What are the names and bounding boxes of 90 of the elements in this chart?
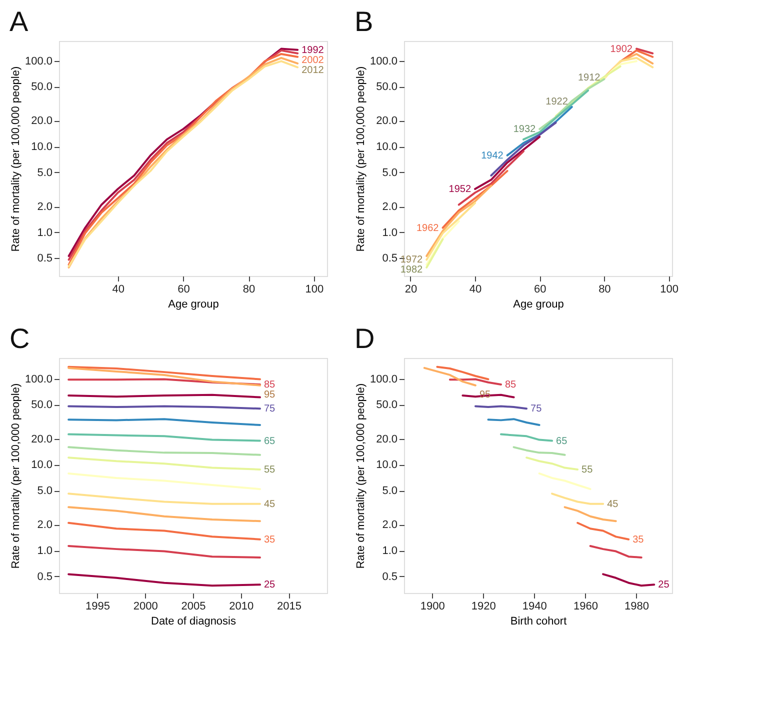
annotation: 1902 [610,44,633,55]
y-tick-label: 10.0 [31,141,52,154]
x-tick-label: 40 [112,284,124,296]
annotation: 85 [264,379,276,390]
x-tick-label: 1900 [420,600,445,612]
annotation: 1952 [448,184,472,196]
annotation: 25 [264,580,276,591]
chart-title: D [354,323,375,354]
annotation: 1962 [416,222,440,234]
y-tick-label: 0.5 [382,570,398,583]
x-tick-label: 100 [305,284,324,296]
y-tick-label: 50.0 [31,81,52,94]
y-tick-label: 10.0 [376,459,398,472]
annotation: 2002 [302,54,324,66]
chart-title: B [354,6,374,37]
y-tick-label: 2.0 [382,519,398,532]
annotation: 75 [530,404,542,415]
x-axis-title: Birth cohort [510,616,567,628]
y-tick-label: 10.0 [31,459,52,472]
annotation: 75 [264,404,276,415]
annotation: 1912 [578,72,601,84]
annotation: 95 [264,389,276,400]
annotation: 45 [264,498,276,510]
y-tick-label: 2.0 [37,201,52,214]
y-tick-label: 20.0 [31,115,52,128]
x-tick-label: 2005 [181,600,206,612]
annotation: 55 [264,464,276,476]
y-axis-title: Rate of mortality (per 100,000 people) [10,383,22,569]
x-tick-label: 1995 [86,600,110,612]
x-tick-label: 1940 [522,600,547,612]
x-tick-label: 80 [598,284,611,296]
annotation: 1972 [400,254,424,266]
y-axis-title: Rate of mortality (per 100,000 people) [354,66,367,252]
x-tick-label: 1960 [573,600,598,612]
annotation: 1942 [481,150,504,162]
y-tick-label: 20.0 [376,115,398,128]
annotation: 1932 [513,124,536,136]
x-tick-label: 1980 [624,600,650,612]
annotation: 65 [264,436,276,447]
annotation: 25 [658,580,670,591]
y-tick-label: 0.5 [382,252,398,265]
annotation: 65 [556,436,568,447]
annotation: 1922 [546,96,568,108]
y-tick-label: 100.0 [370,55,398,68]
y-tick-label: 100.0 [24,373,52,386]
y-tick-label: 1.0 [382,226,398,239]
x-tick-label: 100 [660,284,678,296]
x-axis-title: Age group [168,298,219,310]
x-tick-label: 40 [469,284,482,296]
y-axis-title: Rate of mortality (per 100,000 people) [354,383,367,569]
annotation: 2012 [302,64,324,76]
x-tick-label: 2000 [133,600,158,612]
y-tick-label: 5.0 [382,166,398,179]
x-axis-title: Date of diagnosis [151,616,236,628]
chart-title: C [9,323,30,354]
annotation: 85 [504,379,517,390]
y-tick-label: 5.0 [37,485,52,498]
y-tick-label: 0.5 [37,252,52,265]
annotation: 1992 [302,44,324,56]
annotation: 55 [582,464,594,476]
annotation: 35 [632,534,644,546]
y-tick-label: 50.0 [376,81,398,94]
x-tick-label: 20 [404,284,418,296]
y-tick-label: 1.0 [37,545,52,558]
y-tick-label: 0.5 [37,570,52,583]
y-tick-label: 1.0 [37,226,52,239]
y-tick-label: 10.0 [376,141,398,154]
x-tick-label: 2015 [276,600,302,612]
annotation: 35 [264,534,276,546]
y-tick-label: 100.0 [370,373,398,386]
y-tick-label: 100.0 [24,55,52,68]
annotation: 45 [607,498,619,510]
y-tick-label: 20.0 [31,433,52,446]
x-tick-label: 2010 [229,600,254,612]
y-tick-label: 2.0 [37,519,52,532]
y-tick-label: 50.0 [376,399,398,412]
y-tick-label: 2.0 [382,201,398,214]
y-axis-title: Rate of mortality (per 100,000 people) [10,66,22,252]
x-tick-label: 80 [242,284,256,296]
y-tick-label: 20.0 [376,433,398,446]
x-tick-label: 60 [534,284,546,296]
chart-title: A [9,6,28,37]
y-tick-label: 50.0 [31,399,52,412]
y-tick-label: 5.0 [37,166,52,179]
annotation: 1982 [400,264,424,276]
x-axis-title: Age group [513,298,564,310]
y-tick-label: 1.0 [382,545,398,558]
x-tick-label: 60 [178,284,190,296]
y-tick-label: 5.0 [382,485,398,498]
x-tick-label: 1920 [471,600,496,612]
